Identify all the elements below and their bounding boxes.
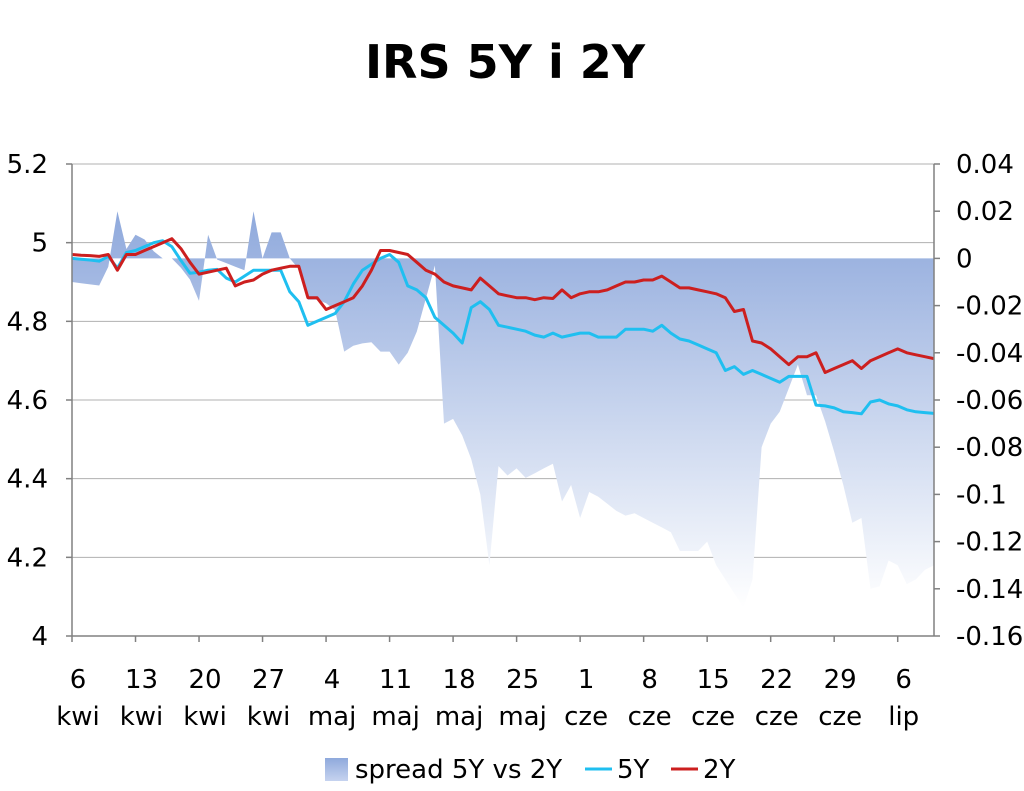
left-y-tick-label: 4.2 <box>7 543 48 573</box>
left-y-tick-label: 4 <box>31 622 48 652</box>
x-tick-label-month: maj <box>498 702 546 732</box>
right-y-tick-label: 0.02 <box>956 197 1014 227</box>
x-tick-label-day: 20 <box>188 665 221 695</box>
x-tick-label-day: 15 <box>697 665 730 695</box>
right-y-tick-label: -0.08 <box>956 433 1023 463</box>
x-tick-label-month: lip <box>888 702 919 732</box>
series-2y-line <box>72 237 934 374</box>
legend-label-spread: spread 5Y vs 2Y <box>355 755 562 785</box>
x-tick-label-month: maj <box>371 702 419 732</box>
x-tick-label-month: cze <box>628 702 672 732</box>
left-y-tick-label: 4.8 <box>7 307 48 337</box>
legend: spread 5Y vs 2Y 5Y 2Y <box>325 755 736 785</box>
legend-label-2y: 2Y <box>703 755 736 785</box>
spread-area-layer <box>72 211 934 608</box>
right-y-tick-label: -0.06 <box>956 386 1023 416</box>
x-tick-label-month: maj <box>435 702 483 732</box>
right-y-tick-label: -0.1 <box>956 480 1007 510</box>
right-y-tick-label: -0.04 <box>956 339 1023 369</box>
series-spread-area <box>72 211 934 608</box>
right-y-tick-label: 0.04 <box>956 150 1014 180</box>
x-tick-label-day: 25 <box>506 665 539 695</box>
chart-title: IRS 5Y i 2Y <box>365 35 646 89</box>
x-tick-label-month: maj <box>308 702 356 732</box>
right-y-ticks: -0.16 -0.14 -0.12 -0.1 -0.08 -0.06 -0.04 -0.02 0… <box>934 150 1023 652</box>
right-y-tick-label: -0.14 <box>956 575 1023 605</box>
x-tick-label-month: kwi <box>56 702 100 732</box>
legend-label-5y: 5Y <box>617 755 650 785</box>
x-tick-label-day: 6 <box>895 665 912 695</box>
x-tick-label-month: kwi <box>183 702 227 732</box>
x-tick-label-day: 8 <box>641 665 658 695</box>
x-tick-label-day: 13 <box>125 665 158 695</box>
line-layer <box>72 237 934 416</box>
legend-swatch-spread <box>325 758 348 781</box>
x-tick-label-day: 18 <box>443 665 476 695</box>
left-y-tick-label: 5 <box>31 229 48 259</box>
x-tick-label-month: cze <box>755 702 799 732</box>
x-tick-label-day: 1 <box>578 665 595 695</box>
x-ticks: 6 kwi 13 kwi 20 kwi 27 kwi 4 maj 11 maj 18 maj 25 maj 1 c… <box>56 636 919 732</box>
left-y-tick-label: 4.6 <box>7 386 48 416</box>
x-tick-label-day: 27 <box>252 665 285 695</box>
x-tick-label-day: 4 <box>324 665 341 695</box>
right-y-tick-label: -0.16 <box>956 622 1023 652</box>
left-y-tick-label: 5.2 <box>7 150 48 180</box>
right-y-tick-label: 0 <box>956 244 973 274</box>
x-tick-label-day: 29 <box>824 665 857 695</box>
x-tick-label-month: kwi <box>120 702 164 732</box>
x-tick-label-month: cze <box>564 702 608 732</box>
right-y-tick-label: -0.12 <box>956 528 1023 558</box>
right-y-tick-label: -0.02 <box>956 292 1023 322</box>
left-y-ticks: 4 4.2 4.4 4.6 4.8 5 5.2 <box>7 150 72 652</box>
x-tick-label-day: 22 <box>760 665 793 695</box>
left-y-tick-label: 4.4 <box>7 465 48 495</box>
x-tick-label-month: cze <box>691 702 735 732</box>
x-tick-label-day: 6 <box>70 665 87 695</box>
x-tick-label-month: kwi <box>247 702 291 732</box>
x-tick-label-month: cze <box>818 702 862 732</box>
x-tick-label-day: 11 <box>379 665 412 695</box>
